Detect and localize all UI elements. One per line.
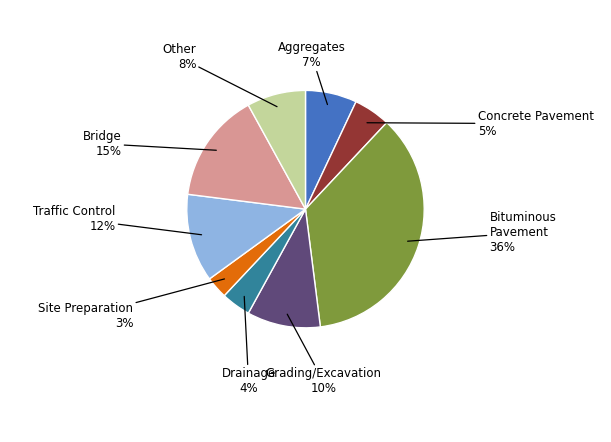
Wedge shape <box>224 209 306 313</box>
Text: Bituminous
Pavement
36%: Bituminous Pavement 36% <box>408 211 557 254</box>
Text: Concrete Pavement
5%: Concrete Pavement 5% <box>367 110 594 137</box>
Wedge shape <box>306 122 424 327</box>
Wedge shape <box>306 91 356 209</box>
Text: Bridge
15%: Bridge 15% <box>82 130 216 158</box>
Wedge shape <box>248 209 320 328</box>
Text: Drainage
4%: Drainage 4% <box>221 297 276 395</box>
Text: Other
8%: Other 8% <box>163 43 277 107</box>
Wedge shape <box>248 91 306 209</box>
Text: Aggregates
7%: Aggregates 7% <box>277 41 345 105</box>
Text: Site Preparation
3%: Site Preparation 3% <box>38 279 224 330</box>
Text: Grading/Excavation
10%: Grading/Excavation 10% <box>265 314 381 395</box>
Wedge shape <box>187 194 306 279</box>
Wedge shape <box>188 105 306 209</box>
Wedge shape <box>210 209 306 296</box>
Wedge shape <box>306 102 387 209</box>
Text: Traffic Control
12%: Traffic Control 12% <box>33 205 202 235</box>
